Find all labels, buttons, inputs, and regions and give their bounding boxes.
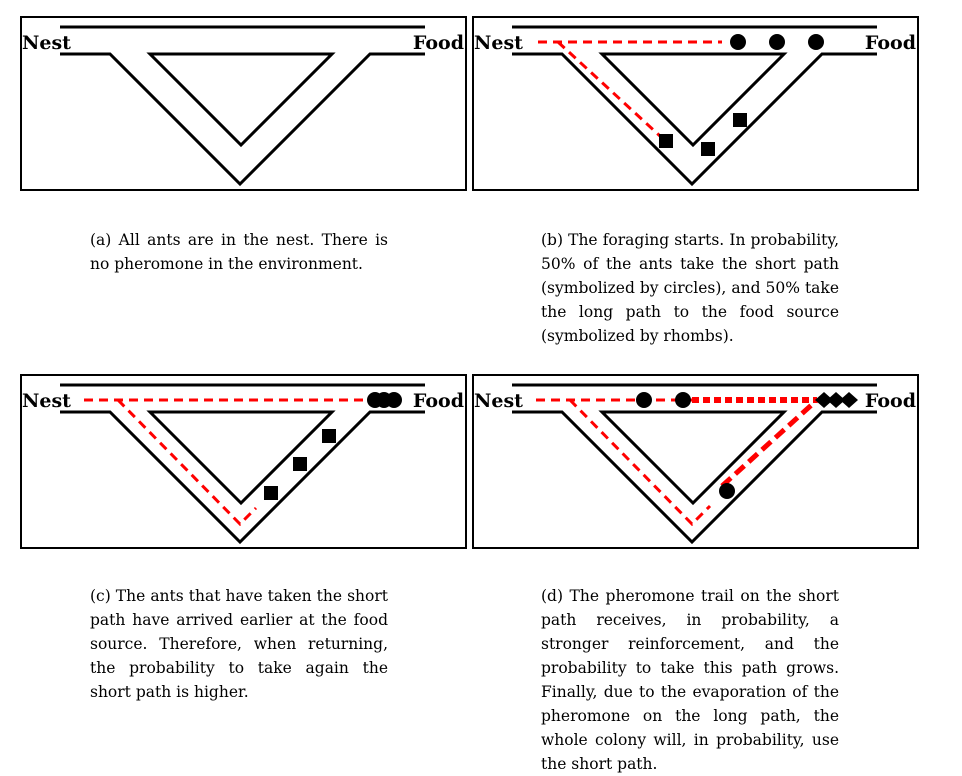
ant-circle: [769, 34, 785, 50]
trail-long: [556, 40, 662, 138]
ants-long-path: [659, 113, 747, 156]
ant-square: [659, 134, 673, 148]
caption-b: (b) The foraging starts. In probability,…: [541, 231, 839, 345]
outer-wall: [512, 52, 877, 187]
ant-circle: [719, 483, 735, 499]
panel-c-diagram: Nest Food: [20, 374, 467, 549]
outer-wall: [60, 410, 425, 545]
ant-rhomb: [815, 392, 833, 408]
trail-return: [720, 398, 819, 488]
ant-square: [293, 457, 307, 471]
caption-d: (d) The pheromone trail on the short pat…: [541, 587, 839, 773]
panel-a-diagram: Nest Food: [20, 16, 467, 191]
ant-square: [322, 429, 336, 443]
nest-label: Nest: [22, 32, 71, 54]
panel-b-diagram: Nest Food: [472, 16, 919, 191]
pheromone-trail: [84, 398, 368, 527]
inner-island: [146, 52, 336, 148]
ant-circle: [808, 34, 824, 50]
outer-wall: [512, 410, 877, 545]
ants-short-path: [636, 392, 735, 499]
ant-circle: [636, 392, 652, 408]
food-label: Food: [413, 32, 464, 54]
panel-d-diagram: Nest Food: [472, 374, 919, 549]
inner-island: [598, 52, 788, 148]
pheromone-trail: [536, 397, 819, 527]
ant-circle: [730, 34, 746, 50]
ant-circle: [386, 392, 402, 408]
path-network: [512, 383, 877, 545]
food-label: Food: [413, 390, 464, 412]
panel-frame: [472, 374, 919, 549]
panel-frame: [20, 16, 467, 191]
path-network: [60, 25, 425, 187]
food-label: Food: [865, 32, 916, 54]
food-label: Food: [865, 390, 916, 412]
nest-label: Nest: [474, 32, 523, 54]
ant-square: [701, 142, 715, 156]
inner-island: [598, 410, 788, 506]
panel-frame: [20, 374, 467, 549]
ants-short-path: [730, 34, 824, 50]
trail-long: [116, 398, 258, 527]
nest-label: Nest: [474, 390, 523, 412]
ants-rhombs: [815, 392, 858, 408]
ant-square: [733, 113, 747, 127]
caption-a: (a) All ants are in the nest. There is n…: [90, 231, 388, 273]
panel-frame: [472, 16, 919, 191]
path-network: [512, 25, 877, 187]
ants-long-path: [264, 429, 336, 500]
path-network: [60, 383, 425, 545]
trail-long: [568, 398, 712, 527]
caption-c: (c) The ants that have taken the short p…: [90, 587, 388, 701]
ant-circle: [675, 392, 691, 408]
outer-wall: [60, 52, 425, 187]
inner-island: [146, 410, 336, 506]
ant-rhomb: [827, 392, 845, 408]
ants-short-path: [367, 392, 402, 408]
ant-rhomb: [840, 392, 858, 408]
pheromone-trail: [538, 40, 722, 138]
ant-square: [264, 486, 278, 500]
nest-label: Nest: [22, 390, 71, 412]
